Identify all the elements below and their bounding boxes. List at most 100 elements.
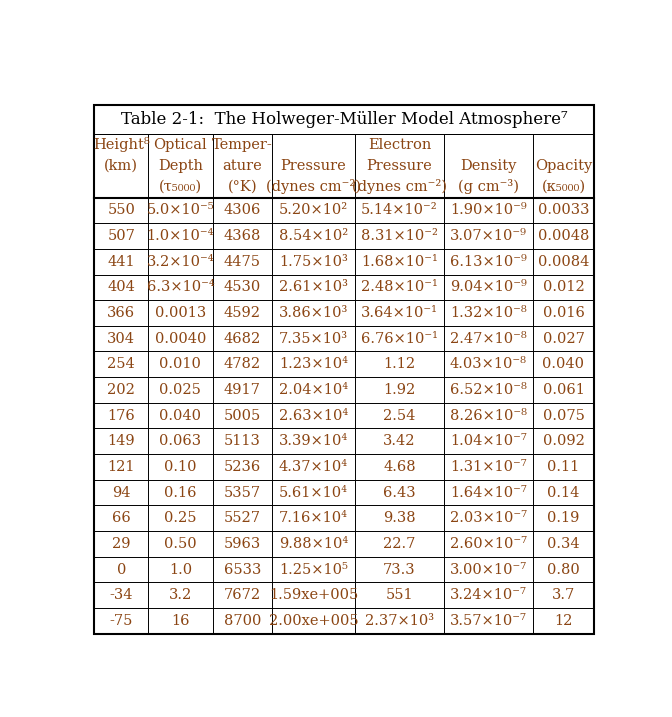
Text: 2.47×10⁻⁸: 2.47×10⁻⁸ bbox=[450, 332, 527, 346]
Text: 5.61×10⁴: 5.61×10⁴ bbox=[279, 485, 348, 500]
Text: 3.07×10⁻⁹: 3.07×10⁻⁹ bbox=[450, 229, 527, 243]
Text: 4306: 4306 bbox=[224, 204, 261, 217]
Text: Optical: Optical bbox=[154, 138, 207, 152]
Text: 366: 366 bbox=[108, 306, 135, 320]
Text: 6533: 6533 bbox=[224, 563, 261, 576]
Text: 0.025: 0.025 bbox=[159, 383, 202, 397]
Text: 0.092: 0.092 bbox=[542, 435, 585, 448]
Text: 5527: 5527 bbox=[224, 511, 261, 526]
Text: 2.61×10³: 2.61×10³ bbox=[279, 280, 348, 295]
Text: 6.3×10⁻⁴: 6.3×10⁻⁴ bbox=[146, 280, 214, 295]
Text: 0.10: 0.10 bbox=[164, 460, 197, 474]
Text: 8.26×10⁻⁸: 8.26×10⁻⁸ bbox=[450, 409, 527, 422]
Text: Height⁸: Height⁸ bbox=[93, 137, 150, 152]
Text: 3.64×10⁻¹: 3.64×10⁻¹ bbox=[361, 306, 438, 320]
Text: 2.54: 2.54 bbox=[383, 409, 416, 422]
Text: 507: 507 bbox=[108, 229, 135, 243]
Text: 4368: 4368 bbox=[224, 229, 261, 243]
Text: -75: -75 bbox=[110, 614, 133, 628]
Text: 0.0033: 0.0033 bbox=[538, 204, 589, 217]
Text: 6.52×10⁻⁸: 6.52×10⁻⁸ bbox=[450, 383, 527, 397]
Text: 121: 121 bbox=[108, 460, 135, 474]
Text: 0.16: 0.16 bbox=[164, 485, 197, 500]
Text: 0.012: 0.012 bbox=[542, 280, 585, 295]
Text: 0.14: 0.14 bbox=[547, 485, 580, 500]
Text: 5236: 5236 bbox=[224, 460, 261, 474]
Text: 29: 29 bbox=[112, 537, 130, 551]
Text: 7.16×10⁴: 7.16×10⁴ bbox=[279, 511, 348, 526]
Text: Table 2-1:  The Holweger-Müller Model Atmosphere⁷: Table 2-1: The Holweger-Müller Model Atm… bbox=[121, 111, 568, 128]
Text: (τ₅₀₀₀): (τ₅₀₀₀) bbox=[159, 180, 202, 194]
Text: 404: 404 bbox=[108, 280, 135, 295]
Text: 202: 202 bbox=[108, 383, 135, 397]
Text: -34: -34 bbox=[110, 588, 133, 602]
Text: 0.80: 0.80 bbox=[547, 563, 580, 576]
Text: 441: 441 bbox=[108, 255, 135, 269]
Text: 2.63×10⁴: 2.63×10⁴ bbox=[279, 409, 348, 422]
Text: 8700: 8700 bbox=[224, 614, 261, 628]
Text: 149: 149 bbox=[108, 435, 135, 448]
Text: 304: 304 bbox=[108, 332, 135, 346]
Text: 0.34: 0.34 bbox=[547, 537, 580, 551]
Text: (dynes cm⁻²): (dynes cm⁻²) bbox=[352, 179, 447, 194]
Text: 1.64×10⁻⁷: 1.64×10⁻⁷ bbox=[450, 485, 527, 500]
Text: 0.063: 0.063 bbox=[159, 435, 202, 448]
Text: Temper-: Temper- bbox=[212, 138, 273, 152]
Text: 0.0040: 0.0040 bbox=[155, 332, 206, 346]
Text: 1.31×10⁻⁷: 1.31×10⁻⁷ bbox=[450, 460, 527, 474]
Text: 12: 12 bbox=[554, 614, 573, 628]
Text: 3.86×10³: 3.86×10³ bbox=[279, 306, 348, 320]
Text: 7672: 7672 bbox=[224, 588, 261, 602]
Text: 0.25: 0.25 bbox=[164, 511, 197, 526]
Text: 1.90×10⁻⁹: 1.90×10⁻⁹ bbox=[450, 204, 527, 217]
Text: 1.25×10⁵: 1.25×10⁵ bbox=[279, 563, 348, 576]
Text: 2.04×10⁴: 2.04×10⁴ bbox=[279, 383, 348, 397]
Text: 4.68: 4.68 bbox=[383, 460, 416, 474]
Text: 0: 0 bbox=[117, 563, 126, 576]
Text: 1.0: 1.0 bbox=[169, 563, 192, 576]
Text: 5113: 5113 bbox=[224, 435, 261, 448]
Text: 2.00xe+005: 2.00xe+005 bbox=[269, 614, 358, 628]
Text: Opacity: Opacity bbox=[535, 159, 592, 173]
Text: Depth: Depth bbox=[158, 159, 203, 173]
Text: 0.010: 0.010 bbox=[159, 357, 202, 371]
Text: 1.32×10⁻⁸: 1.32×10⁻⁸ bbox=[450, 306, 527, 320]
Text: 3.2: 3.2 bbox=[169, 588, 192, 602]
Text: 16: 16 bbox=[171, 614, 190, 628]
Text: 4530: 4530 bbox=[224, 280, 261, 295]
Text: 4592: 4592 bbox=[224, 306, 261, 320]
Text: 6.13×10⁻⁹: 6.13×10⁻⁹ bbox=[450, 255, 527, 269]
Text: 5.0×10⁻⁵: 5.0×10⁻⁵ bbox=[146, 204, 214, 217]
Text: 3.39×10⁴: 3.39×10⁴ bbox=[279, 435, 348, 448]
Text: (°K): (°K) bbox=[227, 180, 257, 194]
Text: 1.12: 1.12 bbox=[384, 357, 415, 371]
Text: 94: 94 bbox=[112, 485, 130, 500]
Text: 1.0×10⁻⁴: 1.0×10⁻⁴ bbox=[146, 229, 214, 243]
Text: 9.04×10⁻⁹: 9.04×10⁻⁹ bbox=[450, 280, 527, 295]
Text: 8.54×10²: 8.54×10² bbox=[279, 229, 348, 243]
Text: 0.50: 0.50 bbox=[164, 537, 197, 551]
Text: Pressure: Pressure bbox=[281, 159, 346, 173]
Text: 550: 550 bbox=[108, 204, 135, 217]
Text: 4.37×10⁴: 4.37×10⁴ bbox=[279, 460, 348, 474]
Text: 254: 254 bbox=[108, 357, 135, 371]
Text: 5357: 5357 bbox=[224, 485, 261, 500]
Text: 1.23×10⁴: 1.23×10⁴ bbox=[279, 357, 348, 371]
Text: 0.0013: 0.0013 bbox=[155, 306, 206, 320]
Text: 2.03×10⁻⁷: 2.03×10⁻⁷ bbox=[450, 511, 527, 526]
Text: 4.03×10⁻⁸: 4.03×10⁻⁸ bbox=[450, 357, 527, 371]
Text: 3.2×10⁻⁴: 3.2×10⁻⁴ bbox=[146, 255, 214, 269]
Text: 551: 551 bbox=[386, 588, 413, 602]
Text: 0.027: 0.027 bbox=[542, 332, 585, 346]
Text: 4782: 4782 bbox=[224, 357, 261, 371]
Text: 1.92: 1.92 bbox=[384, 383, 415, 397]
Text: 1.04×10⁻⁷: 1.04×10⁻⁷ bbox=[450, 435, 527, 448]
Text: 3.24×10⁻⁷: 3.24×10⁻⁷ bbox=[450, 588, 527, 602]
Text: 0.0048: 0.0048 bbox=[538, 229, 589, 243]
Text: 2.60×10⁻⁷: 2.60×10⁻⁷ bbox=[450, 537, 527, 551]
Text: 3.57×10⁻⁷: 3.57×10⁻⁷ bbox=[450, 614, 527, 628]
Text: 5963: 5963 bbox=[224, 537, 261, 551]
Text: 2.48×10⁻¹: 2.48×10⁻¹ bbox=[361, 280, 438, 295]
Text: 2.37×10³: 2.37×10³ bbox=[365, 614, 434, 628]
Text: 0.11: 0.11 bbox=[548, 460, 579, 474]
